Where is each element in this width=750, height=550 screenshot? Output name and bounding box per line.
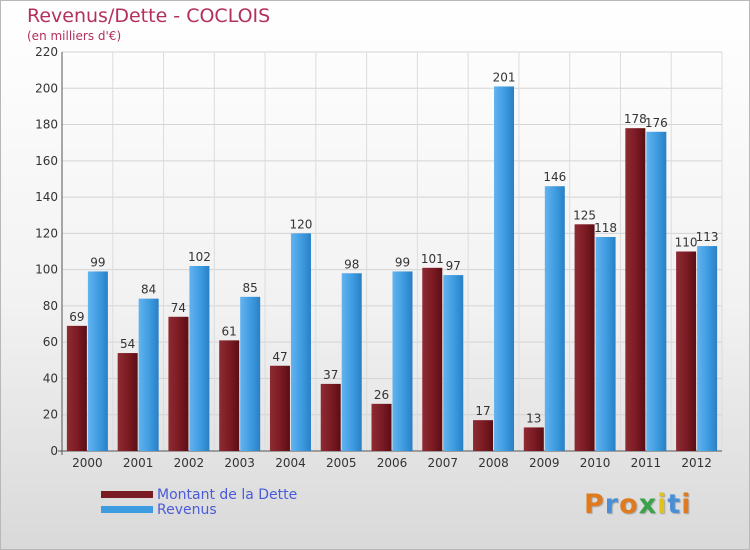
bar-revenus-2009 [544, 186, 565, 451]
value-label-revenus-2006: 99 [395, 255, 410, 269]
bar-dette-2007 [422, 267, 443, 451]
value-label-dette-2012: 110 [675, 236, 698, 250]
value-label-dette-2004: 47 [272, 350, 287, 364]
value-label-revenus-2009: 146 [543, 170, 566, 184]
y-tick-140: 140 [35, 190, 58, 204]
legend-item-dette: Montant de la Dette [101, 486, 298, 503]
value-label-dette-2005: 37 [323, 368, 338, 382]
y-tick-80: 80 [43, 299, 58, 313]
bar-revenus-2004 [290, 233, 311, 451]
x-tick-2011: 2011 [631, 456, 662, 470]
value-label-dette-2003: 61 [222, 324, 237, 338]
y-tick-0: 0 [50, 444, 58, 458]
x-tick-2001: 2001 [123, 456, 154, 470]
value-label-revenus-2003: 85 [243, 281, 258, 295]
chart-subtitle: (en milliers d'€) [27, 29, 122, 43]
legend-label-dette: Montant de la Dette [157, 486, 298, 503]
value-label-dette-2006: 26 [374, 388, 389, 402]
value-label-revenus-2002: 102 [188, 250, 211, 264]
y-tick-200: 200 [35, 81, 58, 95]
x-tick-2007: 2007 [427, 456, 458, 470]
value-label-revenus-2011: 176 [645, 116, 668, 130]
value-label-dette-2001: 54 [120, 337, 135, 351]
value-label-revenus-2004: 120 [290, 217, 313, 231]
bar-dette-2006 [371, 403, 392, 451]
bar-dette-2011 [625, 128, 646, 451]
x-tick-2004: 2004 [275, 456, 306, 470]
value-label-dette-2007: 101 [421, 252, 444, 266]
logo-letter-0: P [584, 489, 605, 520]
bar-revenus-2006 [392, 271, 413, 451]
bar-dette-2000 [66, 325, 87, 451]
value-label-revenus-2007: 97 [446, 259, 461, 273]
value-label-dette-2009: 13 [526, 411, 541, 425]
value-label-dette-2010: 125 [573, 208, 596, 222]
x-tick-2006: 2006 [377, 456, 408, 470]
y-tick-120: 120 [35, 226, 58, 240]
bar-revenus-2000 [87, 271, 108, 451]
y-tick-40: 40 [43, 371, 58, 385]
x-tick-2009: 2009 [529, 456, 560, 470]
bar-revenus-2001 [138, 298, 159, 451]
logo-letter-3: x [638, 489, 658, 520]
legend-swatch-dette [101, 491, 153, 498]
legend: Montant de la Dette Revenus [101, 486, 298, 518]
bar-revenus-2011 [646, 131, 667, 452]
x-tick-2005: 2005 [326, 456, 357, 470]
x-tick-2003: 2003 [224, 456, 255, 470]
value-label-revenus-2008: 201 [493, 70, 516, 84]
logo-letter-1: r [604, 489, 620, 520]
logo-letter-5: t [667, 489, 682, 520]
label-layer: 0 20 40 60 80 100 120 140 160 180 200 220 69 99 2000 54… [35, 45, 718, 470]
bar-layer [66, 86, 718, 452]
proxiti-logo: Proxiti [584, 489, 692, 520]
value-label-dette-2008: 17 [475, 404, 490, 418]
y-tick-220: 220 [35, 45, 58, 59]
y-tick-100: 100 [35, 263, 58, 277]
bar-revenus-2012 [697, 246, 718, 451]
y-tick-160: 160 [35, 154, 58, 168]
value-label-revenus-2001: 84 [141, 283, 156, 297]
y-tick-20: 20 [43, 408, 58, 422]
value-label-revenus-2010: 118 [594, 221, 617, 235]
y-tick-180: 180 [35, 118, 58, 132]
x-tick-2000: 2000 [72, 456, 103, 470]
x-tick-2002: 2002 [174, 456, 205, 470]
bar-revenus-2002 [189, 266, 210, 451]
value-label-revenus-2005: 98 [344, 257, 359, 271]
bar-revenus-2010 [595, 236, 616, 451]
bar-dette-2001 [117, 353, 138, 451]
x-tick-2012: 2012 [681, 456, 712, 470]
legend-item-revenus: Revenus [101, 501, 297, 518]
chart-title: Revenus/Dette - COCLOIS [27, 5, 271, 27]
logo-letter-2: o [619, 489, 639, 520]
bar-dette-2009 [523, 427, 544, 451]
bar-dette-2005 [320, 383, 341, 451]
legend-swatch-revenus [101, 506, 153, 513]
bar-dette-2012 [676, 251, 697, 451]
value-label-dette-2011: 178 [624, 112, 647, 126]
bar-dette-2003 [219, 340, 240, 451]
logo-letter-4: i [657, 489, 668, 520]
bar-dette-2004 [269, 365, 290, 451]
y-tick-60: 60 [43, 335, 58, 349]
bar-revenus-2003 [240, 296, 261, 451]
bar-dette-2002 [168, 316, 189, 451]
logo-letter-6: i [681, 489, 692, 520]
legend-label-revenus: Revenus [157, 501, 217, 518]
bar-revenus-2007 [443, 275, 464, 451]
bar-dette-2010 [574, 224, 595, 451]
bar-revenus-2008 [494, 86, 515, 451]
value-label-dette-2002: 74 [171, 301, 186, 315]
bar-revenus-2005 [341, 273, 362, 451]
value-label-dette-2000: 69 [69, 310, 84, 324]
x-tick-2010: 2010 [580, 456, 611, 470]
x-tick-2008: 2008 [478, 456, 509, 470]
bar-dette-2008 [473, 420, 494, 451]
value-label-revenus-2012: 113 [696, 230, 719, 244]
value-label-revenus-2000: 99 [90, 255, 105, 269]
